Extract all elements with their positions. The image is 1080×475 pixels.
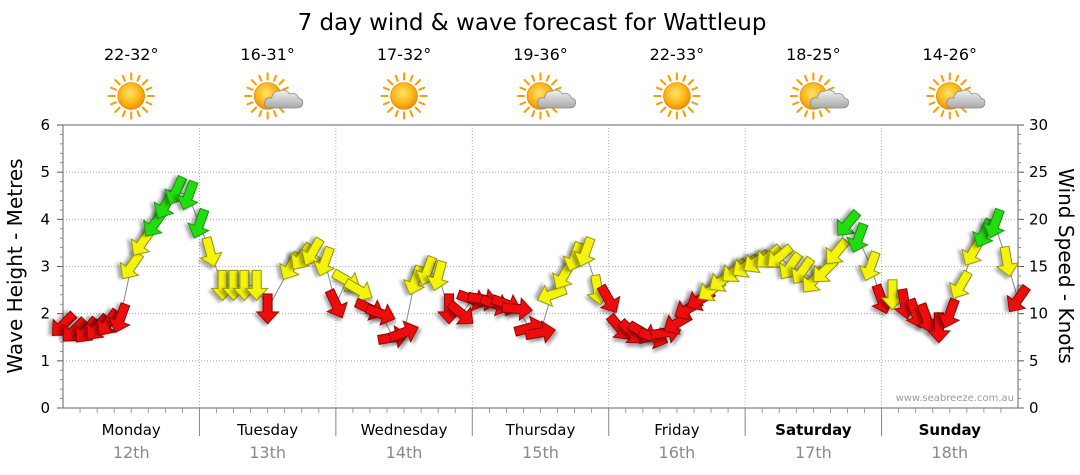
temperature-range: 16-31°: [240, 45, 295, 64]
sun-shape: [653, 72, 701, 120]
chart-title: 7 day wind & wave forecast for Wattleup: [298, 10, 767, 36]
wind-arrow: [995, 245, 1020, 278]
sun-cloud-icon: [516, 72, 577, 120]
y-right-tick-label: 0: [1029, 399, 1039, 417]
wind-arrow: [846, 221, 869, 253]
y-right-tick-label: 25: [1029, 163, 1048, 181]
wind-arrow: [187, 207, 210, 239]
sun-cloud-icon: [789, 72, 849, 120]
wind-arrow: [916, 302, 939, 334]
wind-arrow: [1006, 284, 1031, 313]
watermark: www.seabreeze.com.au: [896, 393, 1014, 404]
y-left-tick-label: 2: [40, 305, 50, 323]
wind-arrow: [255, 293, 280, 325]
wind-arrows: [51, 174, 1031, 350]
wind-arrow: [880, 279, 905, 311]
y-axis-right: 0 5 10 15 20 25 30: [1018, 116, 1048, 417]
temperature-range: 19-36°: [513, 45, 568, 64]
x-date-label: 14th: [386, 443, 423, 462]
y-left-tick-label: 3: [40, 258, 50, 276]
wind-arrow: [364, 303, 396, 326]
wind-arrow: [524, 320, 556, 344]
x-date-label: 15th: [522, 443, 559, 462]
x-day-label: Thursday: [505, 421, 576, 439]
gridlines: [63, 125, 1018, 408]
wind-arrow: [425, 259, 450, 292]
y-right-tick-label: 10: [1029, 305, 1048, 323]
y-left-tick-label: 1: [40, 352, 50, 370]
wind-arrow: [312, 245, 336, 277]
y-axis-right-label: Wind Speed - Knots: [1054, 168, 1078, 364]
sun-icon: [653, 72, 701, 120]
temperature-range: 22-33°: [650, 45, 705, 64]
wind-arrow: [836, 208, 862, 237]
wind-arrow: [982, 207, 1006, 239]
wind-arrow: [176, 179, 199, 211]
temperature-range: 14-26°: [923, 45, 978, 64]
wind-arrow: [446, 299, 474, 325]
wind-arrow: [949, 269, 973, 299]
wind-arrow: [301, 236, 325, 266]
wind-arrow: [108, 302, 131, 334]
wind-arrow: [244, 269, 269, 302]
x-date-label: 17th: [795, 443, 832, 462]
day-headers: 22-32° 16-31° 17-32° 19-36° 22-33° 18-25° 14-2…: [104, 45, 986, 120]
wind-arrow: [387, 320, 419, 343]
temperature-range: 22-32°: [104, 45, 159, 64]
x-day-label: Tuesday: [236, 421, 298, 439]
y-right-tick-label: 20: [1029, 210, 1048, 228]
x-day-label: Wednesday: [361, 421, 448, 439]
wind-arrow: [825, 237, 851, 265]
y-left-tick-label: 6: [40, 116, 50, 134]
wind-arrow: [791, 255, 816, 285]
y-right-tick-label: 15: [1029, 258, 1048, 276]
x-day-label: Sunday: [919, 421, 982, 439]
y-left-tick-label: 4: [40, 210, 50, 228]
y-right-tick-label: 5: [1029, 352, 1039, 370]
y-right-tick-label: 30: [1029, 116, 1048, 134]
x-axis: Monday 12th Tuesday 13th Wednesday 14th Thursd…: [79, 408, 1002, 462]
sun-cloud-icon: [244, 72, 304, 120]
x-date-label: 16th: [659, 443, 696, 462]
wind-arrow: [96, 307, 121, 336]
temperature-range: 18-25°: [786, 45, 841, 64]
sun-icon: [107, 72, 155, 120]
x-day-label: Friday: [654, 421, 700, 439]
wind-arrow: [343, 278, 373, 302]
wind-arrow: [596, 283, 621, 314]
wind-arrow: [199, 236, 223, 268]
x-day-label: Monday: [102, 421, 161, 439]
y-axis-left-label: Wave Height - Metres: [3, 158, 27, 373]
wind-arrow: [858, 250, 882, 282]
x-date-label: 13th: [249, 443, 286, 462]
x-date-label: 12th: [113, 443, 150, 462]
sun-cloud-icon: [926, 72, 986, 120]
y-axis-left: 0 1 2 3 4 5 6: [40, 116, 63, 417]
wind-arrow: [62, 316, 89, 342]
wind-arrow: [573, 236, 596, 268]
sun-shape: [380, 72, 428, 120]
x-day-label: Saturday: [775, 421, 852, 439]
sun-shape: [107, 72, 155, 120]
wind-arrow: [324, 288, 348, 319]
y-left-tick-label: 0: [40, 399, 50, 417]
x-date-label: 18th: [931, 443, 968, 462]
temperature-range: 17-32°: [377, 45, 432, 64]
wind-arrow: [501, 297, 533, 322]
y-left-tick-label: 5: [40, 163, 50, 181]
sun-icon: [380, 72, 428, 120]
wind-arrow: [926, 312, 951, 344]
wind-arrow: [937, 297, 961, 329]
